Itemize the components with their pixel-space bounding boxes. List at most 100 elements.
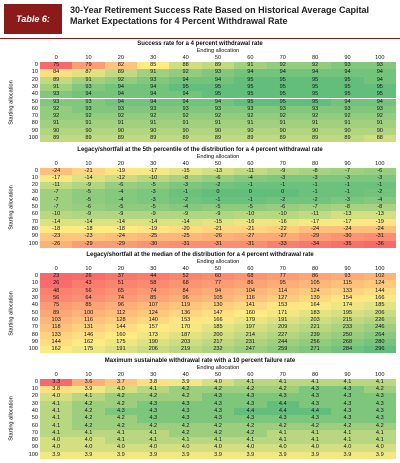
cell: -3 xyxy=(137,189,170,197)
column-label: 40 xyxy=(182,160,189,167)
cell: 94 xyxy=(104,98,138,106)
panel-title: Legacy/shortfall at the 5th percentile o… xyxy=(77,146,323,153)
cell: -2 xyxy=(298,196,332,205)
cell: 3.9 xyxy=(201,451,235,460)
cell: -1 xyxy=(363,182,396,190)
column-label: 70 xyxy=(279,371,286,378)
cell: 4.1 xyxy=(266,429,299,438)
cell: 93 xyxy=(201,105,235,114)
cell: 23 xyxy=(40,273,73,281)
cell: 92 xyxy=(201,113,235,121)
cell: 4.1 xyxy=(40,422,73,430)
cell: 4.3 xyxy=(234,393,267,401)
cell: 95 xyxy=(169,83,202,92)
cell: 89 xyxy=(201,135,235,143)
cell: 4.1 xyxy=(72,429,105,438)
table-panel: Legacy/shortfall at the median of the di… xyxy=(0,251,400,356)
cell: 116 xyxy=(72,316,105,325)
row-label: 80 xyxy=(31,437,38,444)
cell: 4.2 xyxy=(169,429,202,438)
row-label: 10 xyxy=(31,69,38,76)
cell: 4.1 xyxy=(331,429,364,438)
cell: 4.2 xyxy=(72,400,105,408)
cell: -7 xyxy=(40,189,73,197)
cell: 246 xyxy=(363,324,396,332)
cell: 90 xyxy=(169,127,202,135)
cell: 214 xyxy=(234,331,267,339)
cell: 93 xyxy=(40,98,73,106)
cell: -5 xyxy=(137,182,170,190)
cell: -16 xyxy=(234,218,267,226)
cell: 264 xyxy=(363,331,396,339)
cell: -10 xyxy=(137,174,170,183)
cell: 4.1 xyxy=(363,378,396,387)
cell: 268 xyxy=(331,338,364,347)
cell: 4.3 xyxy=(363,407,396,416)
cell: 93 xyxy=(298,105,332,114)
cell: -21 xyxy=(72,167,105,175)
cell: -24 xyxy=(331,225,364,234)
cell: 94 xyxy=(363,76,396,84)
row-label: 50 xyxy=(31,415,38,422)
row-label: 40 xyxy=(31,91,38,98)
cell: 166 xyxy=(201,316,235,325)
cell: 127 xyxy=(266,295,299,303)
cell: 90 xyxy=(331,127,364,135)
cell: 4.2 xyxy=(137,422,170,430)
column-label: 20 xyxy=(117,55,125,61)
cell: 141 xyxy=(234,302,267,310)
cell: 296 xyxy=(363,346,396,354)
row-label: 80 xyxy=(31,120,38,127)
column-label: 70 xyxy=(279,55,286,61)
cell: -5 xyxy=(234,204,267,212)
cell: 93 xyxy=(137,105,170,114)
cell: 185 xyxy=(363,302,396,310)
cell: -18 xyxy=(40,225,73,234)
cell: 90 xyxy=(298,127,332,135)
column-label: 40 xyxy=(182,266,189,273)
cell: 90 xyxy=(72,127,105,135)
column-label: 90 xyxy=(344,371,351,378)
cell: -29 xyxy=(72,240,105,248)
cell: 3.7 xyxy=(104,378,138,387)
cell: 3.9 xyxy=(137,451,170,460)
cell: 86 xyxy=(234,280,267,288)
cell: 217 xyxy=(201,338,235,347)
cell: -3 xyxy=(169,182,202,190)
cell: -17 xyxy=(298,218,332,226)
row-label: 30 xyxy=(31,189,38,196)
cell: -1 xyxy=(169,189,202,197)
cell: -25 xyxy=(169,233,202,241)
cell: 100 xyxy=(72,309,105,317)
cell: -12 xyxy=(104,174,138,183)
cell: 77 xyxy=(201,280,235,288)
cell: 4.2 xyxy=(201,422,235,430)
cell: 4.3 xyxy=(104,407,138,416)
cell: 0 xyxy=(266,189,299,197)
cell: 94 xyxy=(201,98,235,106)
cell: 89 xyxy=(40,76,73,84)
cell: 94 xyxy=(266,69,299,77)
row-label: 100 xyxy=(28,240,38,247)
cell: 92 xyxy=(104,76,138,84)
cell: 89 xyxy=(266,135,299,143)
cell: -31 xyxy=(363,233,396,241)
cell: -20 xyxy=(169,225,202,234)
cell: 173 xyxy=(137,331,170,339)
cell: 4.3 xyxy=(201,415,235,423)
cell: 105 xyxy=(201,295,235,303)
cell: -5 xyxy=(104,204,138,212)
cell: -14 xyxy=(169,218,202,226)
cell: -5 xyxy=(137,204,170,212)
cell: 4.1 xyxy=(266,437,299,445)
cell: 79 xyxy=(72,62,105,70)
cell: 3.9 xyxy=(266,451,299,460)
cell: 93 xyxy=(201,69,235,77)
cell: 4.3 xyxy=(331,386,364,394)
column-label: 30 xyxy=(150,266,157,273)
cell: 115 xyxy=(331,280,364,288)
cell: 4.2 xyxy=(72,415,105,423)
cell: 93 xyxy=(72,98,105,106)
cell: 4.1 xyxy=(331,437,364,445)
column-label: 0 xyxy=(54,266,58,273)
